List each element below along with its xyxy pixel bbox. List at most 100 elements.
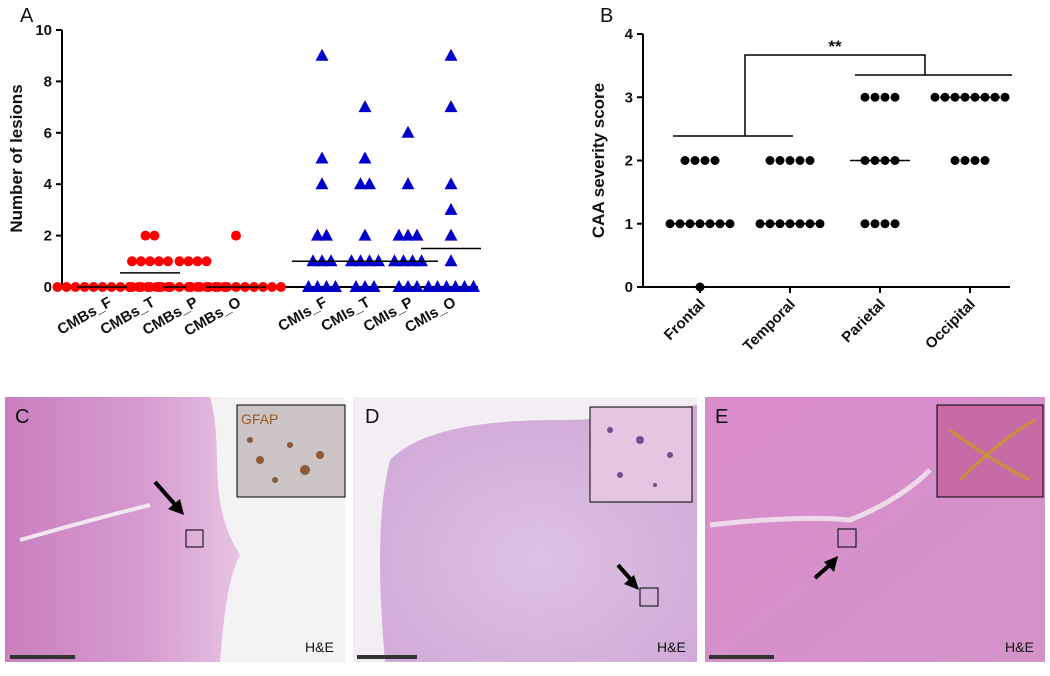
point — [320, 228, 333, 241]
point — [880, 219, 890, 229]
point — [372, 254, 385, 267]
point — [422, 280, 435, 292]
point — [890, 219, 900, 229]
point — [775, 156, 785, 165]
point — [440, 280, 453, 292]
point — [805, 156, 815, 165]
point — [345, 254, 358, 267]
arrow — [824, 556, 838, 572]
inset — [236, 404, 346, 498]
point — [329, 280, 342, 292]
point — [415, 254, 428, 267]
arrow — [168, 499, 184, 515]
image-panel-c: GFAP C H&E — [5, 397, 346, 662]
arrow — [624, 575, 639, 590]
point — [156, 282, 167, 292]
y-tick-label: 2 — [44, 228, 52, 245]
point — [315, 151, 329, 164]
point — [410, 228, 424, 241]
point — [61, 282, 72, 292]
point — [392, 280, 406, 292]
point — [695, 282, 705, 292]
significance-bracket — [673, 54, 1012, 137]
point — [315, 177, 329, 190]
point — [127, 256, 137, 267]
y-tick-label: 2 — [625, 153, 633, 170]
point — [458, 280, 471, 292]
point — [765, 156, 775, 165]
point — [349, 280, 363, 292]
point — [449, 280, 462, 292]
panel-label: E — [715, 406, 728, 428]
point — [444, 254, 458, 267]
x-tick-label: Parietal — [838, 296, 888, 346]
y-tick-label: 1 — [625, 216, 633, 233]
point — [388, 254, 401, 267]
roi-box — [185, 529, 204, 548]
inset — [589, 406, 693, 503]
y-tick-label: 0 — [625, 279, 633, 296]
y-tick-label: 10 — [35, 22, 52, 39]
inset-detail — [949, 418, 1036, 482]
y-axis-label: Number of lesions — [7, 84, 26, 232]
y-tick-label: 4 — [625, 26, 634, 43]
roi-box — [837, 528, 857, 548]
point — [444, 228, 458, 241]
point — [401, 280, 415, 292]
point — [406, 254, 419, 267]
x-tick-label: CMIs_F — [275, 294, 330, 335]
y-tick-label: 0 — [44, 279, 52, 296]
point — [700, 156, 710, 165]
point — [358, 100, 372, 113]
point — [354, 254, 367, 267]
point — [444, 48, 458, 61]
point — [174, 256, 185, 267]
point — [980, 156, 990, 165]
panel-label: B — [600, 5, 613, 27]
significance-label: ** — [828, 37, 842, 56]
point — [444, 202, 458, 215]
panel-label: A — [20, 5, 34, 27]
point — [324, 254, 338, 267]
point — [311, 280, 324, 292]
point — [392, 228, 406, 241]
point — [127, 282, 137, 292]
point — [860, 92, 870, 102]
point — [950, 156, 960, 165]
point — [140, 230, 151, 241]
point — [401, 125, 415, 138]
x-tick-label: Frontal — [661, 296, 709, 344]
point — [860, 219, 870, 229]
vessel — [19, 503, 151, 542]
point — [401, 228, 415, 241]
roi-box — [639, 587, 659, 607]
point — [267, 282, 277, 292]
point — [870, 92, 880, 102]
point — [680, 156, 690, 165]
point — [315, 48, 329, 61]
point — [358, 151, 372, 164]
point — [163, 256, 173, 267]
point — [444, 177, 458, 190]
point — [870, 219, 880, 229]
point — [145, 282, 155, 292]
point — [320, 280, 333, 292]
point — [690, 156, 700, 165]
point — [960, 156, 970, 165]
image-panel-e: E H&E — [705, 397, 1045, 662]
scale-bar — [10, 655, 75, 659]
x-tick-label: Occipital — [922, 296, 979, 353]
point — [195, 282, 205, 292]
point — [890, 92, 900, 102]
point — [201, 256, 212, 267]
point — [136, 282, 146, 292]
y-tick-label: 6 — [44, 125, 52, 142]
y-tick-label: 4 — [44, 176, 53, 193]
point — [785, 156, 795, 165]
inset-cells — [607, 427, 673, 487]
inset-cells — [247, 437, 324, 483]
point — [363, 254, 376, 267]
point — [444, 100, 458, 113]
point — [358, 280, 372, 292]
y-tick-label: 3 — [625, 89, 633, 106]
